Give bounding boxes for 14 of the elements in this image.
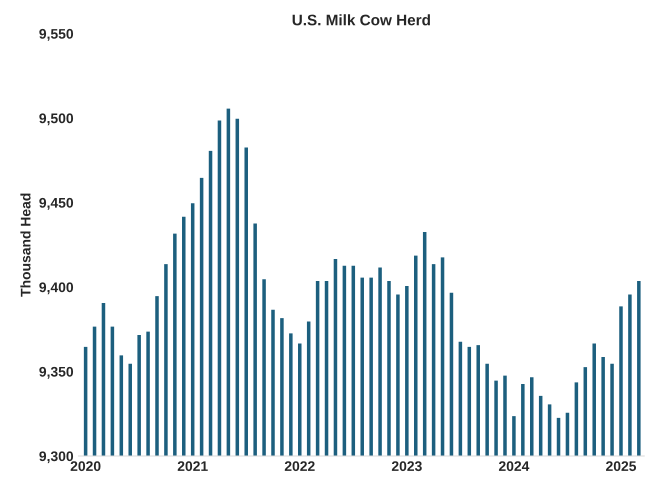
- x-tick-label: 2025: [606, 461, 636, 472]
- y-tick-label: 9,300: [39, 451, 74, 464]
- x-tick-label: 2024: [498, 461, 530, 472]
- y-tick-label: 9,350: [39, 366, 74, 379]
- y-tick-label: 9,550: [39, 28, 74, 41]
- x-tick-label: 2022: [284, 461, 315, 472]
- x-tick-label: 2020: [70, 461, 100, 472]
- x-tick-label: 2021: [178, 461, 208, 472]
- y-axis-title: Thousand Head: [20, 194, 31, 297]
- y-tick-label: 9,500: [39, 113, 74, 126]
- y-tick-label: 9,400: [39, 282, 74, 294]
- chart-title: U.S. Milk Cow Herd: [292, 14, 430, 26]
- x-tick-label: 2023: [392, 461, 422, 472]
- y-tick-label: 9,450: [39, 198, 74, 210]
